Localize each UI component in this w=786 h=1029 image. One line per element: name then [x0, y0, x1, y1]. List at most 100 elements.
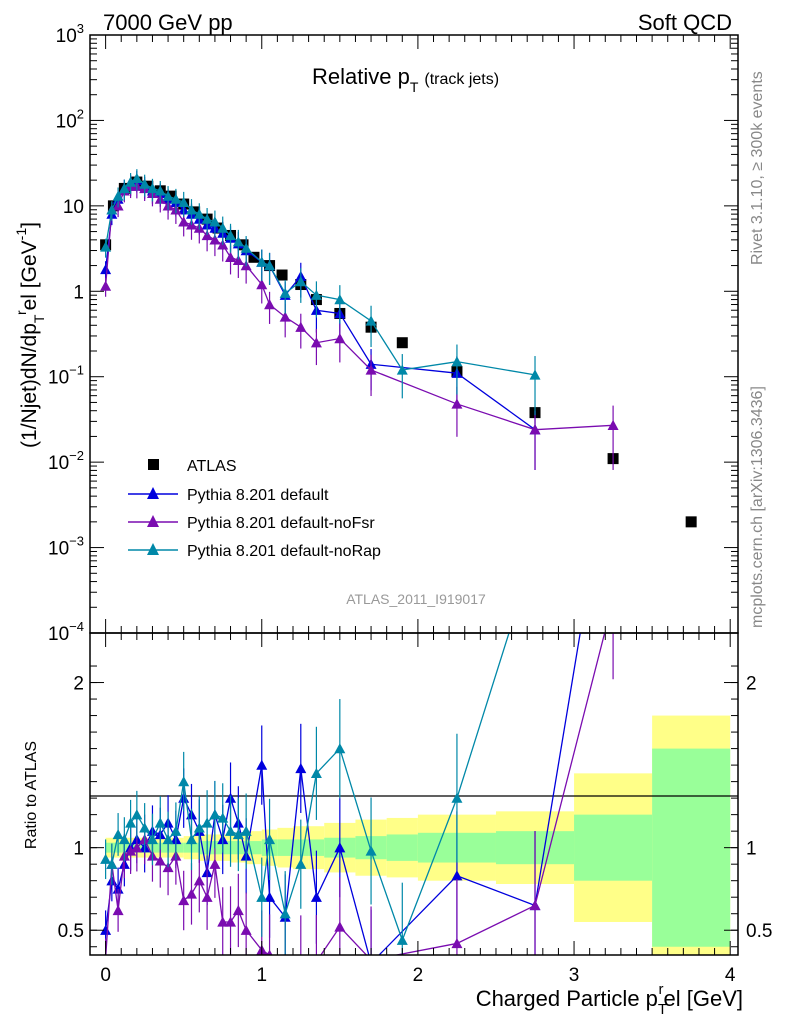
mc-point: [100, 280, 112, 291]
plot-title-main: Relative p: [312, 64, 410, 89]
ratio-point: [162, 833, 174, 845]
mc-point: [170, 193, 182, 204]
y-tick-label: 10−2: [48, 448, 84, 474]
mc-point: [209, 234, 221, 245]
x-axis-label: Charged Particle pTrel [GeV]: [476, 981, 743, 1018]
main-y-ticks: 10−4 10−3 10−2 10−1 1 10 102 103: [48, 21, 738, 645]
ratio-point: [118, 833, 130, 845]
x-axis-label-sub: T: [658, 1001, 667, 1018]
plot-title-tail: (track jets): [424, 71, 499, 88]
stat-uncertainty-band: [277, 839, 293, 856]
ratio-point: [608, 594, 619, 604]
data-point-atlas: [212, 222, 224, 234]
x-tick-label: 3: [569, 965, 580, 986]
data-point-atlas: [685, 516, 697, 528]
ratio-y-tick-label: 0.5: [58, 921, 84, 942]
x-tick-label: 4: [725, 965, 736, 986]
ratio-y-tick-label-right: 2: [746, 674, 757, 695]
mc-point: [240, 242, 252, 253]
ratio-y-tick-label: 1: [73, 839, 84, 860]
mc-point: [193, 208, 205, 219]
mc-point: [529, 369, 541, 380]
mc-point: [225, 229, 237, 241]
legend-label-default: Pythia 8.201 default: [187, 487, 329, 504]
ratio-point: [112, 904, 124, 916]
mc-point: [125, 176, 137, 187]
mc-point: [232, 254, 244, 266]
mc-point: [232, 236, 244, 247]
ratio-point: [451, 870, 463, 881]
stat-uncertainty-band: [574, 814, 653, 881]
mc-point: [139, 178, 151, 189]
ratio-point: [193, 875, 205, 886]
main-plot-marks: [100, 169, 697, 528]
mc-point: [295, 276, 307, 287]
legend-marker-default: [147, 487, 159, 499]
mc-point: [185, 204, 197, 215]
ratio-ticks: 0 1 2 3 4 0.5 0.5 1 1 2 2: [58, 35, 772, 986]
ratio-y-label: Ratio to ATLAS: [23, 741, 40, 849]
mc-point: [178, 216, 190, 227]
y-tick-label: 103: [56, 21, 84, 47]
mcplots-label: mcplots.cern.ch [arXiv:1306.3436]: [749, 386, 766, 628]
ratio-point: [170, 825, 182, 836]
ratio-point: [310, 891, 322, 902]
stat-uncertainty-band: [105, 842, 122, 853]
mc-point: [396, 364, 408, 375]
data-point-atlas: [396, 337, 408, 349]
plot-title: Relative pT (track jets): [312, 64, 499, 95]
ratio-point: [256, 759, 268, 770]
y-tick-label: 10−1: [48, 363, 84, 389]
mc-point: [201, 213, 213, 224]
ratio-point: [396, 934, 408, 945]
ratio-point: [131, 842, 143, 853]
legend-marker-norap: [147, 543, 159, 555]
data-point-atlas: [165, 190, 177, 202]
ratio-plot-marks: [100, 594, 619, 966]
data-point-atlas: [248, 251, 260, 263]
ratio-point: [146, 833, 158, 845]
ratio-point: [370, 954, 372, 955]
ratio-point: [178, 895, 190, 906]
mc-point: [100, 263, 112, 275]
y-tick-label: 102: [56, 106, 84, 132]
mc-point: [118, 182, 130, 194]
mc-point: [178, 196, 190, 207]
mc-point: [209, 216, 221, 227]
mc-point: [162, 190, 174, 201]
ratio-point: [295, 858, 307, 869]
data-point-atlas: [276, 269, 288, 281]
x-tick-label: 2: [413, 965, 424, 986]
ratio-point: [240, 825, 252, 836]
ratio-point: [225, 916, 237, 927]
ratio-point: [185, 833, 197, 845]
ratio-point: [365, 845, 377, 856]
ratio-point: [279, 908, 291, 919]
ratio-y-tick-label: 2: [73, 674, 84, 695]
ratio-point: [178, 776, 190, 787]
mc-point: [112, 190, 124, 201]
ratio-point: [209, 809, 221, 820]
ratio-point: [232, 904, 244, 916]
x-tick-label: 1: [256, 965, 267, 986]
mc-point: [264, 299, 276, 310]
mc-point: [365, 364, 377, 375]
ratio-point: [334, 842, 346, 853]
mc-point: [295, 321, 307, 332]
ratio-point: [311, 956, 322, 966]
legend-label-nofsr: Pythia 8.201 default-noFsr: [187, 515, 375, 532]
mc-point: [131, 172, 143, 184]
mc-point: [256, 256, 268, 267]
y-tick-label: 1: [73, 282, 84, 303]
x-axis-label-sup: r: [659, 981, 664, 998]
stat-uncertainty-band: [308, 839, 325, 856]
stat-uncertainty-band: [246, 841, 262, 855]
ratio-point: [139, 822, 151, 833]
mc-point: [310, 289, 322, 300]
rivet-label: Rivet 3.1.10, ≥ 300k events: [749, 71, 766, 265]
ratio-point: [256, 891, 268, 902]
ratio-point: [112, 828, 124, 840]
ratio-point: [264, 891, 276, 902]
mc-point: [146, 182, 158, 194]
mc-point: [279, 287, 291, 298]
